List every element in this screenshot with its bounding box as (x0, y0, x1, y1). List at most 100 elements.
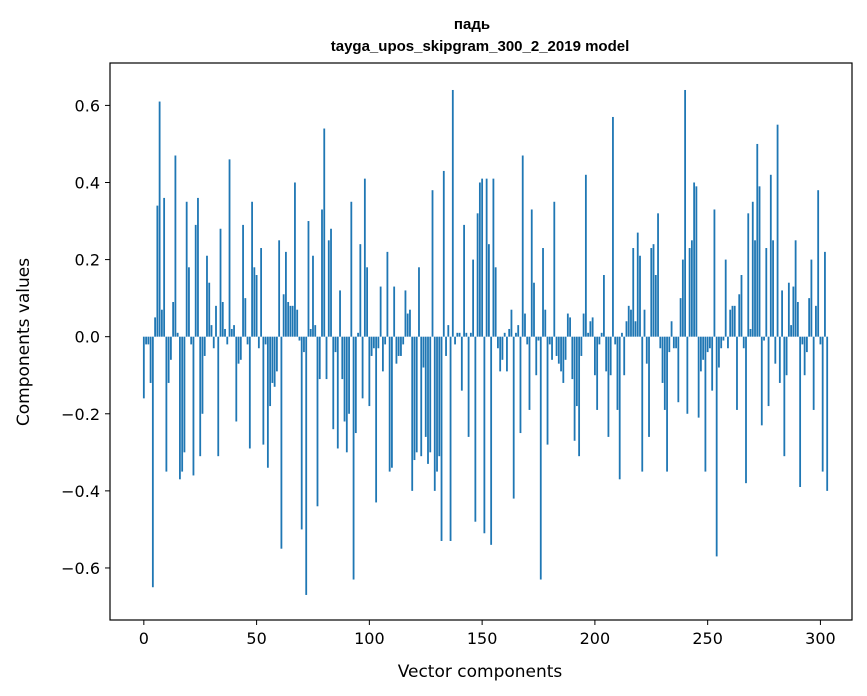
bar-49 (253, 267, 256, 337)
bar-280 (774, 336, 777, 364)
bar-214 (625, 321, 628, 337)
bar-300 (819, 336, 822, 345)
bar-116 (404, 290, 407, 337)
bar-99 (366, 267, 369, 337)
bar-series (142, 89, 829, 595)
bar-139 (456, 332, 459, 337)
bar-165 (515, 332, 517, 337)
bar-287 (790, 325, 793, 337)
bar-154 (490, 336, 493, 545)
bar-270 (751, 201, 754, 337)
x-tick-label: 250 (692, 629, 723, 648)
bar-174 (535, 336, 538, 376)
x-tick-label: 200 (580, 629, 611, 648)
bar-2 (147, 336, 150, 345)
bar-26 (201, 336, 204, 414)
bar-250 (706, 336, 709, 353)
bar-44 (242, 224, 244, 337)
bar-254 (715, 336, 718, 557)
bar-237 (677, 336, 680, 403)
bar-58 (273, 336, 276, 387)
bar-288 (792, 286, 795, 337)
bar-195 (582, 313, 585, 337)
bar-191 (573, 336, 576, 441)
bar-61 (280, 336, 283, 549)
bar-181 (551, 336, 553, 360)
bar-82 (327, 240, 330, 337)
bar-279 (772, 240, 774, 337)
bar-172 (530, 209, 533, 337)
bar-103 (375, 336, 378, 503)
bar-50 (255, 275, 258, 337)
bar-67 (294, 182, 296, 337)
bar-276 (765, 248, 768, 337)
bar-167 (519, 336, 522, 434)
y-axis: −0.6 −0.4 −0.2 0.0 0.2 0.4 0.6 (61, 96, 110, 578)
bar-133 (442, 170, 445, 337)
bar-278 (769, 174, 772, 337)
bar-18 (183, 336, 186, 453)
bar-131 (438, 336, 441, 457)
bar-182 (553, 201, 556, 337)
bar-100 (368, 336, 371, 407)
bar-7 (158, 101, 161, 337)
chart-subtitle: tayga_upos_skipgram_300_2_2019 model (331, 38, 630, 55)
bar-232 (666, 336, 668, 472)
bar-257 (722, 336, 725, 341)
bar-8 (160, 309, 163, 337)
bar-118 (409, 309, 411, 337)
bar-166 (517, 325, 520, 337)
bar-85 (334, 336, 337, 353)
bar-271 (754, 240, 756, 337)
bar-226 (652, 244, 655, 337)
bar-292 (801, 336, 804, 345)
bar-298 (815, 305, 817, 337)
bar-34 (219, 228, 222, 337)
bar-295 (808, 298, 811, 337)
bar-164 (512, 336, 515, 499)
bar-13 (172, 301, 175, 337)
bar-94 (354, 336, 357, 434)
bar-146 (472, 259, 475, 337)
bar-284 (783, 336, 786, 457)
bar-0 (142, 336, 145, 399)
bar-171 (528, 336, 531, 410)
bar-215 (627, 305, 630, 337)
bar-180 (548, 336, 551, 345)
bar-205 (605, 336, 608, 372)
bar-199 (591, 317, 594, 337)
bar-189 (569, 317, 571, 337)
bar-32 (215, 305, 217, 337)
bar-145 (469, 332, 472, 337)
bar-193 (578, 336, 581, 457)
bar-176 (539, 336, 542, 580)
bar-207 (609, 336, 612, 376)
bar-81 (325, 336, 328, 380)
bar-243 (690, 240, 693, 337)
bar-16 (179, 336, 181, 480)
bar-10 (165, 336, 168, 472)
bar-141 (460, 336, 463, 391)
bar-192 (575, 336, 578, 407)
bar-41 (235, 336, 238, 422)
y-tick-label: 0.2 (75, 251, 100, 270)
bar-51 (257, 336, 260, 349)
y-tick-label: −0.4 (61, 482, 100, 501)
bar-259 (727, 336, 729, 349)
bar-25 (199, 336, 202, 457)
bar-147 (474, 336, 477, 522)
bar-129 (433, 336, 436, 491)
bar-236 (675, 336, 677, 349)
bar-9 (163, 197, 166, 337)
bar-90 (345, 336, 348, 453)
bar-267 (745, 336, 747, 484)
bar-119 (411, 336, 414, 491)
bar-249 (704, 336, 707, 472)
x-axis: 0 50 100 150 200 250 300 (139, 620, 836, 648)
bar-96 (359, 244, 362, 337)
bar-92 (350, 201, 353, 337)
bar-126 (427, 336, 429, 464)
bar-70 (300, 336, 303, 530)
bar-187 (564, 336, 567, 360)
